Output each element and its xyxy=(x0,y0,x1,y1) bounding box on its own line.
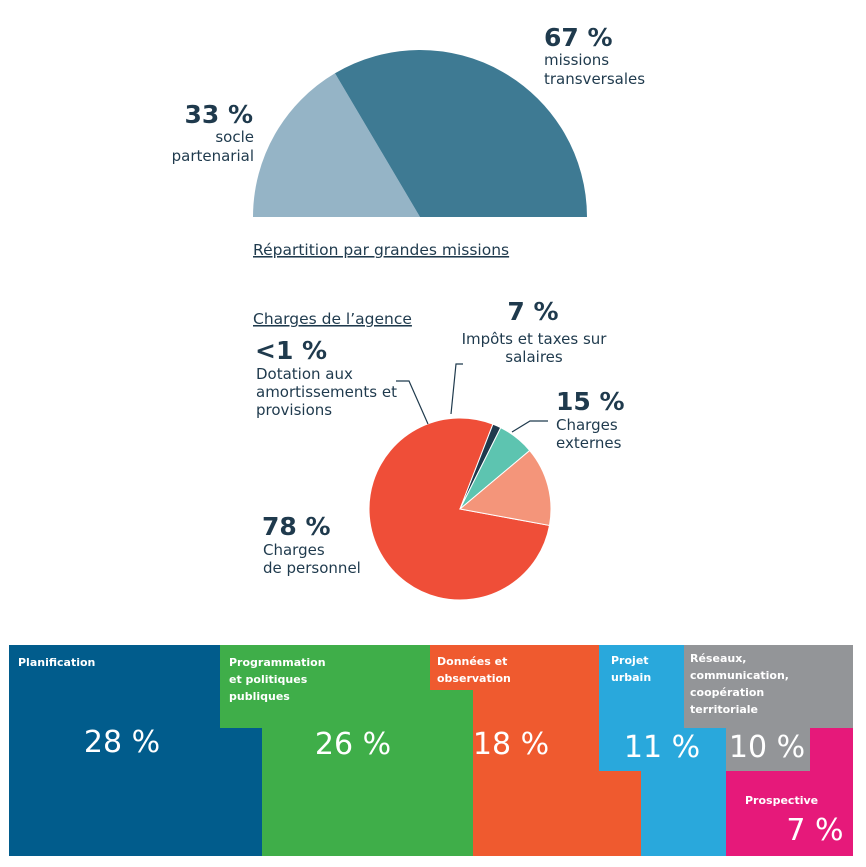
charges-personnel-percent: 78 % xyxy=(262,512,331,541)
dotation-label: amortissements et xyxy=(256,383,397,401)
charges-personnel-label: Charges xyxy=(263,541,325,559)
treemap-planification-label: Planification xyxy=(18,656,95,669)
impots-taxes-leader-line xyxy=(450,363,463,415)
charges-externes-percent: 15 % xyxy=(556,387,625,416)
treemap-planification-percent: 28 % xyxy=(84,725,160,760)
missions-transversales-label: transversales xyxy=(544,70,645,88)
treemap-programmation-label: publiques xyxy=(229,690,290,703)
impots-taxes-label: Impôts et taxes sur xyxy=(462,330,608,348)
missions-chart-title: Répartition par grandes missions xyxy=(253,241,509,259)
treemap-reseaux-label: territoriale xyxy=(690,703,758,716)
semicircle-slice-missions-transversales xyxy=(334,50,587,217)
treemap-prospective-tile xyxy=(726,728,853,856)
impots-taxes-label: salaires xyxy=(505,348,563,366)
treemap-reseaux-tile xyxy=(684,645,853,771)
treemap-reseaux-percent: 10 % xyxy=(729,730,805,765)
charges-chart-title: Charges de l’agence xyxy=(253,310,412,328)
treemap-donnees-observation-tile xyxy=(430,645,641,856)
dotation-label: Dotation aux xyxy=(256,365,353,383)
treemap-programmation-percent: 26 % xyxy=(315,727,391,762)
socle-partenarial-label: socle xyxy=(215,128,254,146)
treemap-programmation-label: et politiques xyxy=(229,673,308,686)
activity-treemap: Planification 28 % Programmation et politiq… xyxy=(9,645,853,856)
semicircle-slice-socle-partenarial xyxy=(253,73,420,217)
treemap-donnees-observation-label: Données et xyxy=(437,655,507,668)
charges-externes-leader-line xyxy=(511,420,548,433)
treemap-projet-urbain-tile xyxy=(599,645,726,856)
treemap-donnees-observation-percent: 18 % xyxy=(473,727,549,762)
dotation-label: provisions xyxy=(256,401,332,419)
treemap-planification-tile xyxy=(9,645,262,856)
charges-externes-label: Charges xyxy=(556,416,618,434)
treemap-reseaux-label: Réseaux, xyxy=(690,652,746,665)
treemap-projet-urbain-percent: 11 % xyxy=(624,730,700,765)
impots-taxes-percent: 7 % xyxy=(507,297,558,326)
treemap-reseaux-label: communication, xyxy=(690,669,789,682)
treemap-programmation-label: Programmation xyxy=(229,656,326,669)
charges-externes-label: externes xyxy=(556,434,622,452)
treemap-prospective-percent: 7 % xyxy=(786,813,843,848)
dotation-leader-line xyxy=(396,380,429,425)
treemap-projet-urbain-label: urbain xyxy=(611,671,651,684)
dotation-percent: <1 % xyxy=(255,336,327,365)
missions-transversales-percent: 67 % xyxy=(544,23,613,52)
charges-personnel-label: de personnel xyxy=(263,559,361,577)
treemap-programmation-tile xyxy=(220,645,473,856)
treemap-reseaux-label: coopération xyxy=(690,686,764,699)
socle-partenarial-percent: 33 % xyxy=(184,100,253,129)
socle-partenarial-label: partenarial xyxy=(172,147,254,165)
treemap-donnees-observation-label: observation xyxy=(437,672,511,685)
missions-transversales-label: missions xyxy=(544,51,609,69)
charges-externes-slice xyxy=(458,449,552,527)
treemap-projet-urbain-label: Projet xyxy=(611,654,649,667)
treemap-prospective-label: Prospective xyxy=(745,794,818,807)
